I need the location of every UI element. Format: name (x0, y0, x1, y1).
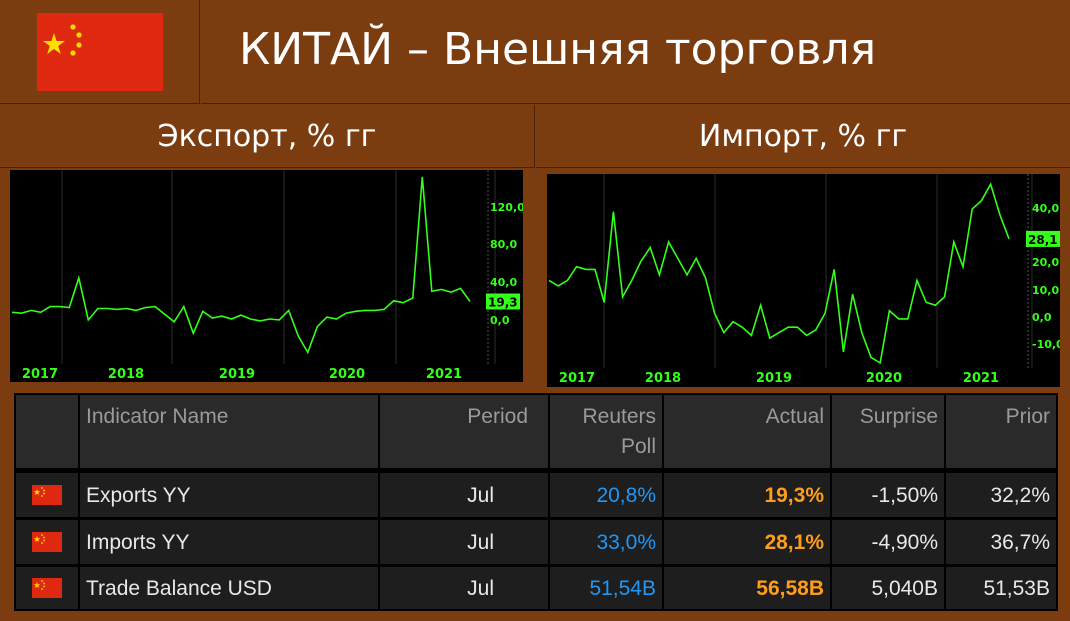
export-chart-title: Экспорт, % гг (157, 119, 377, 154)
series-line (11, 176, 471, 355)
x-tick-label: 2020 (329, 367, 365, 382)
export-chart-svg: 120,0 80,0 40,0 0,0 19,3 2017 2018 2019 2020 2021 (11, 170, 523, 382)
row-imports-surprise-cell: -4,90% (832, 520, 944, 564)
row-imports-actual: 28,1% (764, 531, 824, 554)
row-imports-actual-cell: 28,1% (664, 520, 830, 564)
last-value-box (486, 293, 520, 310)
header-actual: Actual (664, 395, 830, 468)
row-exports-surprise-cell: -1,50% (832, 473, 944, 517)
row-imports-period: Jul (467, 531, 494, 554)
import-chart-svg: 40,030,020,010,00,0-10,028,1201720182019… (548, 174, 1060, 386)
export-chart: 120,0 80,0 40,0 0,0 19,3 2017 2018 2019 2020 2021 (10, 170, 523, 382)
import-chart: 40,030,020,010,00,0-10,028,1201720182019… (547, 174, 1060, 387)
header-prior-label: Prior (1005, 405, 1050, 428)
y-tick-label: 10,0 (1032, 284, 1059, 297)
row-balance-period: Jul (467, 577, 494, 600)
x-tick-label: 2021 (963, 371, 999, 386)
y-tick-label: 120,0 (490, 201, 523, 214)
row-exports-prior-cell: 32,2% (946, 473, 1056, 517)
row-exports-surprise: -1,50% (871, 484, 938, 507)
row-imports-prior-cell: 36,7% (946, 520, 1056, 564)
row-balance-prior: 51,53B (983, 577, 1050, 600)
row-balance-poll-cell: 51,54B (550, 567, 662, 609)
row-exports-poll-cell: 20,8% (550, 473, 662, 517)
header-period: Period (380, 395, 548, 468)
x-tick-label: 2017 (559, 371, 595, 386)
china-flag-icon (32, 485, 62, 505)
row-balance-period-cell: Jul (380, 567, 548, 609)
row-imports-poll: 33,0% (596, 531, 656, 554)
y-tick-label: 80,0 (490, 238, 517, 251)
y-tick-label: 40,0 (490, 276, 517, 289)
page-title: КИТАЙ – Внешняя торговля (239, 24, 877, 75)
y-tick-label: 40,0 (1032, 202, 1059, 215)
header-poll-line2: Poll (620, 435, 656, 458)
import-subheader: Импорт, % гг (536, 105, 1070, 168)
row-imports-poll-cell: 33,0% (550, 520, 662, 564)
header-surprise-label: Surprise (859, 405, 938, 428)
header-surprise: Surprise (832, 395, 944, 468)
header-reuters-poll: Reuters Poll (550, 395, 662, 468)
row-balance-prior-cell: 51,53B (946, 567, 1056, 609)
header-flag-cell (16, 395, 78, 468)
x-tick-label: 2017 (22, 367, 58, 382)
last-value-label: 28,1 (1028, 233, 1058, 247)
row-balance-actual: 56,58B (756, 577, 824, 600)
export-subheader: Экспорт, % гг (0, 105, 535, 168)
table-row: Trade Balance USD (80, 567, 378, 609)
last-value-label: 19,3 (488, 296, 518, 310)
row-flag-cell (16, 567, 78, 609)
table-row: Imports YY (80, 520, 378, 564)
china-flag-icon (32, 578, 62, 598)
x-tick-label: 2018 (108, 367, 144, 382)
table-row: Exports YY (80, 473, 378, 517)
china-flag-icon (37, 13, 163, 91)
row-exports-actual: 19,3% (764, 484, 824, 507)
row-balance-name: Trade Balance USD (86, 577, 272, 600)
row-balance-surprise-cell: 5,040B (832, 567, 944, 609)
row-exports-period: Jul (467, 484, 494, 507)
row-imports-name: Imports YY (86, 531, 190, 554)
header-poll-line1: Reuters (582, 405, 656, 428)
indicator-table: Indicator Name Period Reuters Poll Actua… (14, 393, 1058, 611)
row-flag-cell (16, 520, 78, 564)
header-indicator-name: Indicator Name (80, 395, 378, 468)
header-actual-label: Actual (765, 405, 824, 428)
y-tick-label: 0,0 (490, 314, 510, 327)
row-imports-surprise: -4,90% (871, 531, 938, 554)
header-prior: Prior (946, 395, 1056, 468)
flag-panel (0, 0, 200, 104)
row-imports-prior: 36,7% (990, 531, 1050, 554)
row-exports-actual-cell: 19,3% (664, 473, 830, 517)
y-tick-label: -10,0 (1032, 338, 1060, 351)
row-exports-prior: 32,2% (990, 484, 1050, 507)
y-tick-label: 0,0 (1032, 311, 1052, 324)
last-value-box (1026, 230, 1060, 247)
x-tick-label: 2018 (645, 371, 681, 386)
x-tick-label: 2019 (756, 371, 792, 386)
row-balance-poll: 51,54B (589, 577, 656, 600)
row-balance-actual-cell: 56,58B (664, 567, 830, 609)
y-tick-label: 20,0 (1032, 256, 1059, 269)
x-tick-label: 2021 (426, 367, 462, 382)
row-balance-surprise: 5,040B (871, 577, 938, 600)
row-flag-cell (16, 473, 78, 517)
header-period-label: Period (467, 405, 528, 428)
header-indicator-name-label: Indicator Name (86, 405, 229, 428)
title-panel: КИТАЙ – Внешняя торговля (201, 0, 1070, 104)
series-line (548, 182, 1010, 365)
row-exports-period-cell: Jul (380, 473, 548, 517)
row-exports-poll: 20,8% (596, 484, 656, 507)
import-chart-title: Импорт, % гг (698, 119, 908, 154)
x-tick-label: 2020 (866, 371, 902, 386)
x-tick-label: 2019 (219, 367, 255, 382)
row-imports-period-cell: Jul (380, 520, 548, 564)
row-exports-name: Exports YY (86, 484, 191, 507)
china-flag-icon (32, 532, 62, 552)
